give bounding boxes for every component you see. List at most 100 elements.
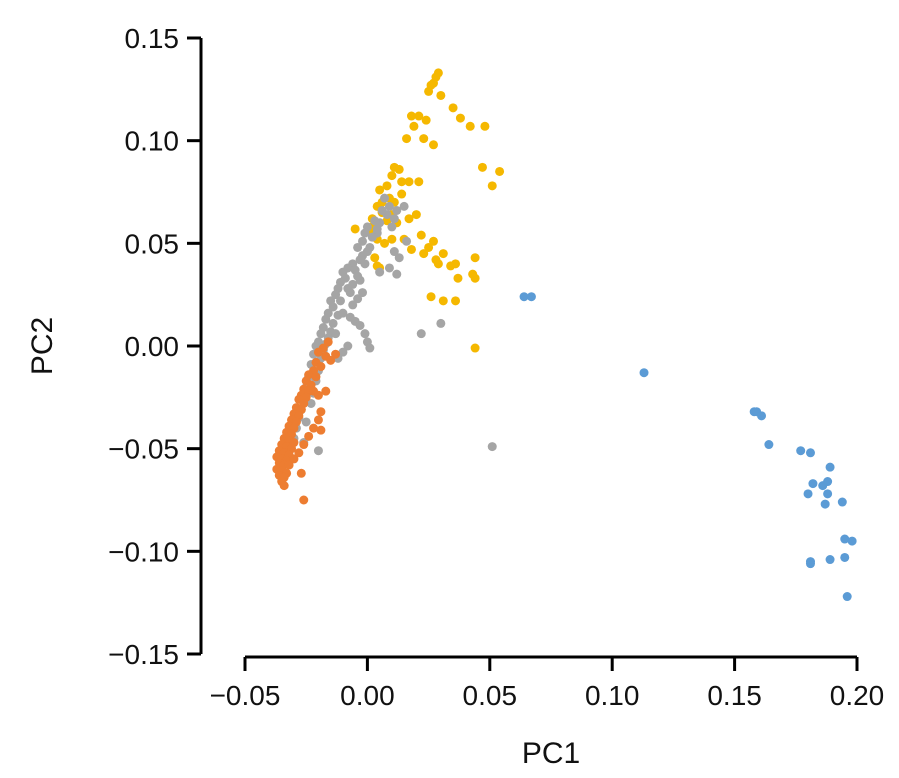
data-point (394, 164, 404, 174)
data-point (323, 337, 333, 347)
data-point (455, 113, 465, 123)
data-point (837, 497, 847, 507)
data-point (370, 216, 380, 226)
y-tick-label: 0.05 (125, 228, 180, 259)
data-point (384, 263, 394, 273)
data-point (289, 454, 299, 464)
x-tick-label: 0.15 (707, 680, 762, 711)
data-point (805, 559, 815, 569)
data-point (470, 253, 480, 263)
data-point (414, 111, 424, 121)
data-point (331, 290, 341, 300)
y-tick-label: 0.15 (125, 23, 180, 54)
data-point (316, 425, 326, 435)
axes-layer (199, 38, 857, 659)
data-point (419, 134, 429, 144)
y-tick-label: 0.10 (125, 126, 180, 157)
data-point (803, 489, 813, 499)
series-0 (350, 68, 505, 353)
data-point (299, 440, 309, 450)
data-point (438, 296, 448, 306)
data-point (365, 242, 375, 252)
data-point (406, 244, 416, 254)
data-point (426, 292, 436, 302)
data-point (367, 232, 377, 242)
data-point (448, 103, 458, 113)
data-point (384, 201, 394, 211)
data-point (808, 479, 818, 489)
data-point (409, 121, 419, 131)
data-point (304, 431, 314, 441)
data-point (825, 555, 835, 565)
data-point (316, 407, 326, 417)
data-point (406, 111, 416, 121)
data-point (328, 302, 338, 312)
data-point (309, 423, 319, 433)
y-tick-label: −0.10 (108, 536, 179, 567)
data-point (639, 368, 649, 378)
data-point (365, 343, 375, 353)
data-point (311, 372, 321, 382)
data-point (411, 210, 421, 220)
data-point (316, 329, 326, 339)
x-tick-label: −0.05 (210, 680, 281, 711)
data-point (487, 181, 497, 191)
data-point (313, 390, 323, 400)
data-point (360, 228, 370, 238)
y-tick-label: −0.15 (108, 639, 179, 670)
data-point (353, 242, 363, 252)
data-point (840, 552, 850, 562)
data-point (377, 205, 387, 215)
data-point (495, 166, 505, 176)
x-tick-label: 0.00 (340, 680, 395, 711)
data-point (382, 216, 392, 226)
data-point (353, 294, 363, 304)
data-point (348, 300, 358, 310)
data-point (313, 347, 323, 357)
data-point (823, 489, 833, 499)
y-tick-label: 0.00 (125, 331, 180, 362)
data-point (414, 177, 424, 187)
data-point (331, 329, 341, 339)
data-point (757, 411, 767, 421)
data-point (328, 318, 338, 328)
data-point (526, 292, 536, 302)
data-point (338, 347, 348, 357)
data-point (436, 318, 446, 328)
data-point (424, 86, 434, 96)
data-point (840, 534, 850, 544)
data-point (316, 362, 326, 372)
data-point (375, 267, 385, 277)
data-point (387, 234, 397, 244)
x-axis-title: PC1 (522, 737, 580, 770)
data-point (823, 477, 833, 487)
data-point (453, 273, 463, 283)
data-point (370, 253, 380, 263)
data-point (424, 242, 434, 252)
data-point (360, 259, 370, 269)
data-point (387, 222, 397, 232)
x-tick-label: 0.10 (585, 680, 640, 711)
ticks-layer: −0.15 −0.10 −0.05 0.00 0.05 0.10 0.15 −0.05 0.00… (108, 23, 884, 711)
data-point (358, 288, 368, 298)
data-point (402, 236, 412, 246)
data-point (380, 193, 390, 203)
data-point (394, 253, 404, 263)
data-point (470, 273, 480, 283)
data-point (399, 201, 409, 211)
data-point (402, 134, 412, 144)
data-point (392, 269, 402, 279)
data-point (313, 446, 323, 456)
data-point (446, 261, 456, 271)
points-layer (272, 68, 857, 602)
data-point (428, 236, 438, 246)
data-point (451, 296, 461, 306)
x-tick-label: 0.05 (463, 680, 518, 711)
x-tick-label: 0.20 (830, 680, 885, 711)
data-point (820, 499, 830, 509)
data-point (355, 320, 365, 330)
data-point (306, 398, 316, 408)
data-point (345, 288, 355, 298)
